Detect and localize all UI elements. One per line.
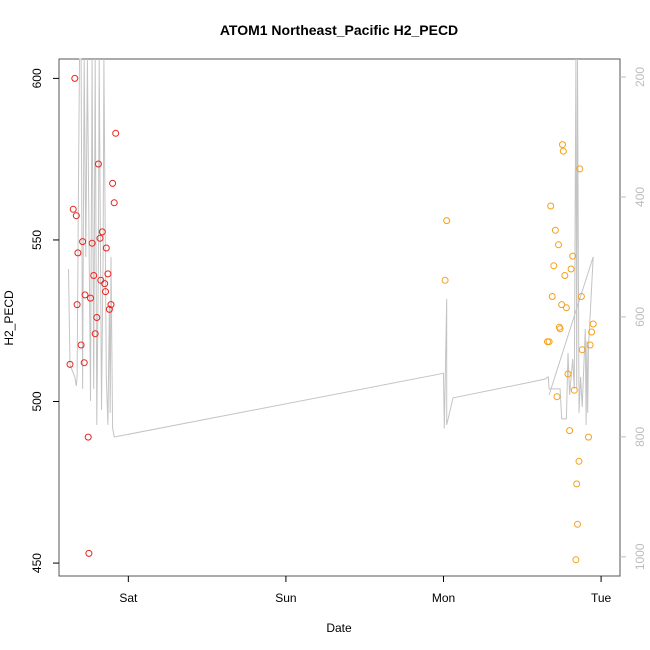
y-tick-label-550: 550: [30, 230, 44, 250]
series-2-point-9: [553, 393, 561, 401]
series-2-point-10: [555, 241, 562, 249]
series-1-point-19: [96, 234, 104, 242]
series-2-point-32: [588, 328, 596, 336]
y-axis: 450 500 550 600: [30, 68, 59, 573]
x-tick-label-Tue: Tue: [591, 591, 612, 605]
series-2-point-29: [578, 346, 586, 354]
series-1-point-11: [84, 433, 92, 441]
series-2-point-20: [567, 265, 575, 273]
series-2-point-14: [559, 141, 566, 149]
series-line: [68, 58, 594, 438]
series-2-point-15: [559, 147, 567, 155]
series-2-point-21: [569, 252, 577, 260]
series-1-point-15: [90, 272, 98, 279]
series-1-point-10: [81, 291, 89, 299]
line-layer: [68, 58, 594, 438]
series-1-point-28: [109, 179, 117, 187]
y2-tick-label-1000: 1000: [633, 543, 647, 570]
series-1-point-25: [104, 270, 112, 278]
series-1-point-6: [74, 249, 82, 257]
y2-tick-label-200: 200: [633, 67, 647, 87]
series-2-point-22: [570, 386, 578, 394]
y-axis-label: H2_PECD: [2, 290, 16, 346]
series-2-point-8: [551, 226, 559, 234]
series-2-point-23: [572, 556, 580, 564]
series-1-point-4: [72, 212, 80, 220]
series-2-point-5: [547, 202, 555, 210]
series-2-point-13: [558, 301, 566, 309]
series-2-point-19: [566, 427, 574, 435]
series-2-point-27: [576, 165, 584, 173]
series-2-point-33: [589, 320, 597, 328]
y-tick-label-450: 450: [30, 553, 44, 573]
series-1-point-14: [88, 239, 96, 247]
series-1-point-22: [101, 280, 109, 288]
series-2-point-26: [575, 457, 583, 465]
series-2-point-2: [443, 217, 451, 225]
y-tick-label-500: 500: [30, 391, 44, 411]
x-tick-label-Mon: Mon: [432, 591, 455, 605]
series-2-point-28: [577, 293, 585, 300]
series-2-point-16: [561, 272, 569, 279]
series-1-point-26: [105, 305, 113, 313]
series-2-point-18: [564, 370, 572, 378]
series-1-point-27: [107, 301, 115, 309]
series-1-point-17: [93, 314, 101, 321]
series-2-point-25: [574, 520, 581, 528]
series-1-point-16: [91, 330, 99, 338]
series-2-point-7: [550, 262, 558, 270]
series-1-point-24: [102, 244, 110, 252]
x-tick-label-Sat: Sat: [119, 591, 138, 605]
y-tick-label-600: 600: [30, 68, 44, 88]
series-1-point-8: [79, 238, 87, 246]
series-1-point-30: [112, 129, 120, 137]
y2-tick-label-600: 600: [633, 307, 647, 327]
series-2-point-6: [548, 293, 556, 300]
series-1-point-3: [71, 74, 79, 82]
y2-tick-label-800: 800: [633, 427, 647, 447]
y2-tick-label-400: 400: [633, 187, 647, 207]
series-1-point-1: [66, 360, 74, 368]
series-2-point-4: [545, 338, 553, 346]
series-2-point-17: [562, 304, 570, 312]
series-2-point-12: [556, 325, 564, 333]
series-1-point-7: [77, 341, 85, 349]
series-1-point-2: [69, 205, 77, 213]
x-tick-label-Sun: Sun: [275, 591, 296, 605]
series-1-point-13: [87, 294, 94, 302]
series-2-point-1: [441, 276, 449, 284]
series-1-point-23: [102, 288, 109, 296]
series-2-point-30: [585, 433, 592, 441]
chart-title: ATOM1 Northeast_Pacific H2_PECD: [220, 22, 458, 38]
plot-frame: [58, 58, 621, 577]
y2-axis-right: 200 400 600 800 1000: [620, 67, 647, 570]
series-1-point-5: [73, 301, 81, 309]
series-1-point-12: [85, 549, 93, 557]
series-2-point-31: [586, 341, 594, 349]
points-layer: [66, 74, 597, 564]
series-1-point-9: [80, 359, 88, 367]
series-1-point-21: [98, 228, 106, 236]
series-2-point-24: [573, 480, 581, 488]
series-1-point-18: [94, 160, 102, 168]
series-1-point-29: [110, 199, 118, 207]
x-axis: Sat Sun Mon Tue: [119, 576, 612, 605]
x-axis-label: Date: [326, 621, 352, 635]
